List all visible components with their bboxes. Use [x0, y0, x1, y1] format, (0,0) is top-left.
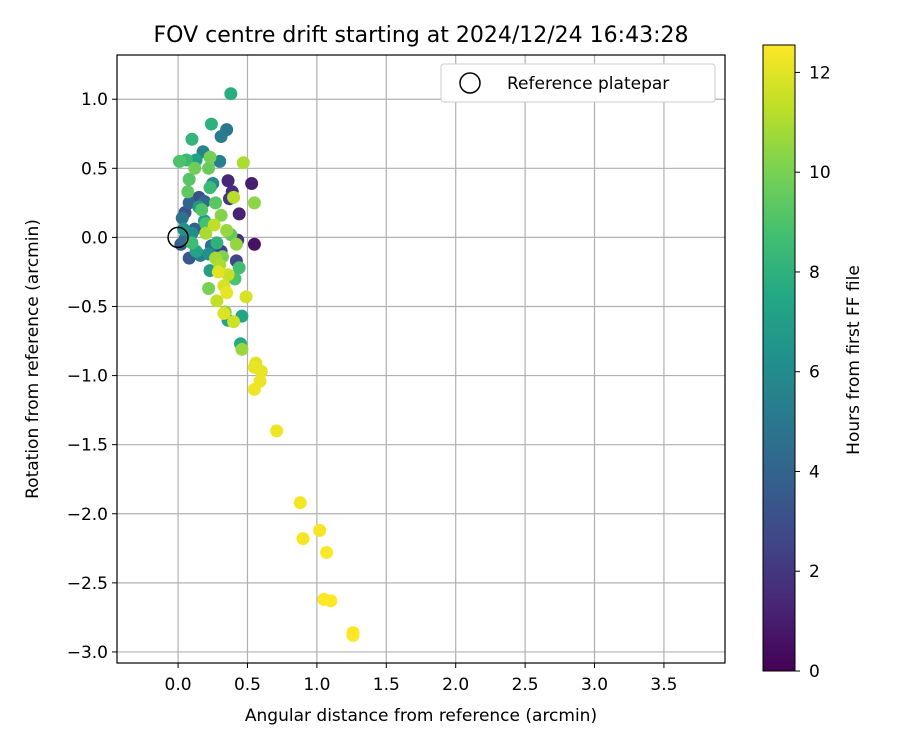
- scatter-point: [182, 196, 196, 210]
- y-axis-label: Rotation from reference (arcmin): [23, 219, 43, 499]
- scatter-point: [210, 236, 224, 250]
- x-tick-label: 2.0: [442, 675, 469, 695]
- scatter-point: [175, 211, 189, 225]
- scatter-point: [247, 360, 261, 374]
- plot-frame: [116, 54, 726, 664]
- x-tick-label: 1.5: [373, 675, 400, 695]
- scatter-point: [236, 156, 250, 170]
- y-tick-label: −0.5: [67, 297, 108, 317]
- scatter-point: [214, 130, 228, 144]
- colorbar: [762, 44, 796, 672]
- scatter-point: [203, 181, 217, 195]
- scatter-point: [181, 185, 195, 199]
- y-tick-label: −1.5: [67, 436, 108, 456]
- scatter-point: [202, 161, 216, 175]
- colorbar-tick-label: 12: [809, 63, 831, 83]
- scatter-point: [182, 172, 196, 186]
- scatter-point: [229, 237, 243, 251]
- y-tick-label: 0.0: [81, 228, 108, 248]
- scatter-point: [211, 265, 225, 279]
- x-tick-label: 1.0: [303, 675, 330, 695]
- scatter-point: [239, 290, 253, 304]
- x-tick-label: 0.0: [165, 675, 192, 695]
- scatter-point: [199, 226, 213, 240]
- scatter-point: [202, 282, 216, 296]
- scatter-point: [217, 306, 231, 320]
- scatter-point: [270, 424, 284, 438]
- scatter-points: [167, 87, 360, 642]
- scatter-point: [232, 261, 246, 275]
- scatter-point: [209, 196, 223, 210]
- y-tick-label: −3.0: [67, 643, 108, 663]
- scatter-point: [210, 294, 224, 308]
- legend-marker-reference: [459, 72, 481, 94]
- y-tick-label: −1.0: [67, 367, 108, 387]
- x-tick-label: 2.5: [512, 675, 539, 695]
- scatter-point: [235, 342, 249, 356]
- scatter-point: [320, 545, 334, 559]
- scatter-point: [247, 196, 261, 210]
- scatter-point: [324, 594, 338, 608]
- scatter-point: [247, 237, 261, 251]
- scatter-point: [296, 532, 310, 546]
- scatter-point: [224, 87, 238, 101]
- scatter-point: [207, 218, 221, 232]
- y-tick-label: 0.5: [81, 159, 108, 179]
- x-tick-label: 3.5: [650, 675, 677, 695]
- grid: [117, 55, 725, 663]
- scatter-point: [227, 315, 241, 329]
- colorbar-tick-label: 4: [809, 462, 820, 482]
- y-axis-ticks: 1.0 0.5 0.0 −0.5 −1.0 −1.5 −2.0 −2.5 −3.0: [67, 90, 117, 663]
- x-axis-ticks: 0.0 0.5 1.0 1.5 2.0 2.5 3.0 3.5: [165, 663, 677, 695]
- colorbar-tick-label: 2: [809, 562, 820, 582]
- scatter-point: [204, 117, 218, 131]
- legend-box: [440, 63, 716, 103]
- scatter-point: [247, 382, 261, 396]
- scatter-point: [185, 132, 199, 146]
- scatter-point: [188, 161, 202, 175]
- x-axis-label: Angular distance from reference (arcmin): [245, 706, 597, 726]
- scatter-point: [220, 223, 234, 237]
- scatter-point: [213, 154, 227, 168]
- scatter-point: [214, 208, 228, 222]
- scatter-point: [221, 174, 235, 188]
- scatter-point: [232, 207, 246, 221]
- scatter-point: [293, 496, 307, 510]
- scatter-point: [227, 190, 241, 204]
- colorbar-tick-label: 10: [809, 163, 831, 183]
- legend: Reference platepar: [440, 63, 716, 103]
- legend-label-reference: Reference platepar: [507, 74, 669, 94]
- scatter-point: [245, 177, 259, 191]
- scatter-point: [220, 286, 234, 300]
- colorbar-tick-label: 8: [809, 263, 820, 283]
- scatter-point: [313, 523, 327, 537]
- colorbar-label: Hours from first FF file: [844, 265, 864, 455]
- chart-title: FOV centre drift starting at 2024/12/24 …: [154, 23, 689, 48]
- reference-platepar-marker: [167, 226, 189, 249]
- colorbar-tick-label: 0: [809, 662, 820, 682]
- x-tick-label: 3.0: [581, 675, 608, 695]
- scatter-point: [172, 154, 186, 168]
- y-tick-label: −2.5: [67, 574, 108, 594]
- scatter-point: [195, 203, 209, 217]
- scatter-point: [185, 236, 199, 250]
- x-tick-label: 0.5: [234, 675, 261, 695]
- y-tick-label: 1.0: [81, 90, 108, 110]
- colorbar-ticks: 0 2 4 6 8 10 12: [795, 63, 831, 682]
- scatter-point: [203, 150, 217, 164]
- colorbar-tick-label: 6: [809, 363, 820, 383]
- y-tick-label: −2.0: [67, 505, 108, 525]
- scatter-point: [346, 628, 360, 642]
